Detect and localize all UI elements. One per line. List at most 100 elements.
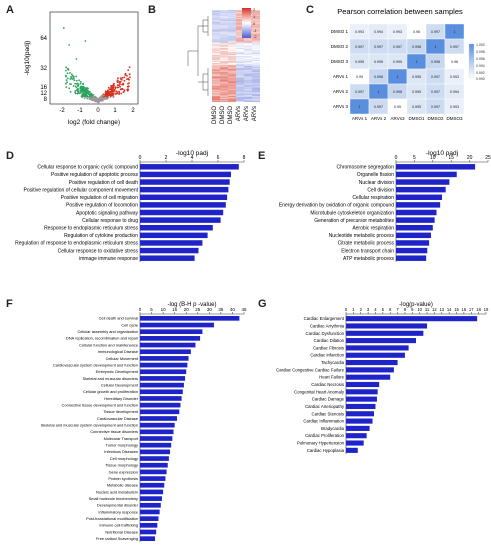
- x-tick-label: 10: [430, 155, 436, 161]
- heatmap-cell: [212, 30, 220, 32]
- volcano-point: [86, 97, 89, 100]
- correlation-col-label: DMSO2: [427, 116, 444, 121]
- heatmap-cell: [212, 99, 220, 102]
- heatmap-cell: [236, 22, 244, 24]
- volcano-point: [91, 94, 94, 96]
- volcano-point: [76, 92, 79, 95]
- correlation-color-scale: [468, 43, 475, 79]
- heatmap-cell: [212, 95, 220, 97]
- bar: [346, 389, 378, 395]
- volcano-point: [121, 87, 124, 90]
- heatmap-cell: [244, 75, 252, 77]
- volcano-point: [108, 93, 111, 96]
- x-tick-label: 16: [462, 307, 467, 312]
- heatmap-cell: [228, 73, 236, 75]
- category-label: Energy derivation by oxidation of organi…: [279, 203, 394, 209]
- correlation-value: 0.995: [374, 60, 383, 64]
- heatmap-cell: [244, 90, 252, 92]
- bar: [140, 522, 158, 528]
- category-label: Small molecule biochemistry: [89, 496, 138, 501]
- heatmap-cell: [252, 47, 260, 49]
- volcano-point: [66, 81, 68, 84]
- bar: [346, 367, 394, 373]
- heatmap-cell: [228, 90, 236, 92]
- bar: [140, 356, 189, 361]
- volcano-point: [65, 82, 67, 85]
- heatmap-cell: [220, 45, 228, 47]
- heatmap-cell: [220, 78, 228, 80]
- x-tick-label: 45: [241, 307, 247, 312]
- heatmap-cell: [220, 89, 228, 91]
- heatmap-cell: [212, 31, 220, 33]
- heatmap-cell: [228, 16, 236, 18]
- heatmap-cell: [212, 10, 220, 12]
- heatmap-cell: [244, 59, 252, 61]
- heatmap-cell: [228, 81, 236, 83]
- heatmap-cell: [212, 70, 220, 72]
- heatmap-cell: [220, 19, 228, 21]
- volcano-point: [128, 82, 130, 84]
- heatmap-column-label: DMSO: [212, 106, 218, 124]
- correlation-value: 0.997: [431, 75, 440, 79]
- heatmap-cell: [228, 84, 236, 86]
- heatmap-cell: [244, 42, 252, 44]
- heatmap-cell: [252, 64, 260, 66]
- category-label: Cellular respiration: [352, 195, 394, 201]
- heatmap-cell: [252, 94, 260, 96]
- category-label: Cardiac Arteriopathy: [305, 404, 345, 409]
- heatmap-scale-ticks: 2 1 0 -1 -2: [253, 7, 257, 39]
- category-label: Cardiac Dysfunction: [306, 331, 345, 336]
- bar: [140, 179, 230, 185]
- volcano-point: [116, 91, 119, 94]
- heatmap-cell: [236, 39, 244, 41]
- heatmap-cell: [252, 57, 260, 59]
- heatmap-cell: [228, 72, 236, 74]
- heatmap-cell: [252, 56, 260, 58]
- correlation-title: Pearson correlation between samples: [337, 7, 463, 16]
- heatmap-cell: [252, 53, 260, 56]
- heatmap-cell: [228, 53, 236, 56]
- correlation-value: 0.96: [413, 30, 420, 34]
- heatmap-cell: [244, 37, 252, 39]
- volcano-x-axis-label: log2 (fold change): [68, 119, 120, 126]
- heatmap-cell: [252, 15, 260, 17]
- heatmap-cell: [212, 100, 220, 103]
- heatmap-cell: [212, 72, 220, 74]
- heatmap-cell: [236, 96, 244, 98]
- heatmap-cell: [212, 59, 220, 61]
- heatmap-cell: [228, 29, 236, 31]
- bar: [396, 255, 427, 261]
- category-label: Cardiac Necrosis: [311, 382, 344, 387]
- x-tick-label: 20: [184, 307, 190, 312]
- x-tick-label: 4: [374, 307, 377, 312]
- volcano-point: [81, 89, 84, 92]
- heatmap-cell: [228, 17, 236, 19]
- heatmap-cell: [244, 95, 252, 97]
- category-label: Gene expression: [109, 469, 138, 474]
- heatmap-cell: [244, 58, 252, 60]
- heatmap-cell: [244, 97, 252, 99]
- volcano-point: [126, 78, 128, 81]
- heatmap-cell: [244, 50, 252, 52]
- volcano-point: [68, 87, 71, 90]
- heatmap-cell: [236, 31, 244, 33]
- heatmap-cell: [212, 78, 220, 80]
- heatmap-cell: [212, 45, 220, 47]
- correlation-value: 1: [416, 60, 418, 64]
- heatmap-cell: [244, 92, 252, 94]
- heatmap-cell: [252, 46, 260, 48]
- heatmap-cell: [212, 18, 220, 20]
- heatmap-cell: [252, 74, 260, 76]
- heatmap-scale-tick: -2: [253, 34, 257, 39]
- heatmap-cell: [236, 65, 244, 67]
- heatmap-cell: [236, 76, 244, 78]
- heatmap-cell: [244, 91, 252, 93]
- category-label: Connective tissue disorders: [90, 429, 138, 434]
- category-label: Cell division: [367, 187, 394, 193]
- heatmap-cell: [252, 12, 260, 14]
- bar: [396, 217, 435, 223]
- heatmap-cell: [212, 36, 220, 38]
- heatmap-cell: [228, 24, 236, 26]
- heatmap-cell: [244, 66, 252, 68]
- volcano-point: [83, 97, 86, 100]
